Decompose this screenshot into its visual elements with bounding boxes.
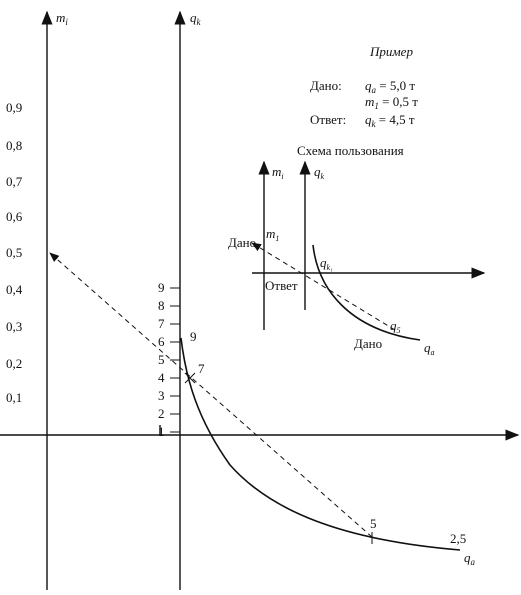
- dashed-line: [49, 252, 373, 538]
- example-title: Пример: [369, 44, 413, 59]
- curve-label: 2,5: [450, 531, 466, 546]
- given-qa: qa = 5,0 т: [365, 78, 415, 95]
- m-tick-label: 0,1: [6, 390, 22, 405]
- m-axis-label: mi: [56, 10, 68, 27]
- qk-ticks: 1 2 3 4 5 6 7 8 9: [158, 280, 180, 439]
- qk-tick-label: 6: [158, 334, 165, 349]
- scheme-q5: q5: [390, 318, 401, 335]
- curve-label: 9: [190, 329, 197, 344]
- scheme-qk1: qk₁: [320, 255, 333, 272]
- m-tick-label: 0,8: [6, 138, 22, 153]
- scheme: [251, 160, 486, 341]
- qk-tick-label: 5: [158, 352, 165, 367]
- qk-tick-label: 7: [158, 316, 165, 331]
- m-tick-label: 0,2: [6, 356, 22, 371]
- qk-tick-label: 3: [158, 388, 165, 403]
- scheme-m1: m1: [266, 226, 279, 243]
- m-tick-label: 0,4: [6, 282, 23, 297]
- curve-label: 7: [198, 361, 205, 376]
- qk-tick-label: 8: [158, 298, 165, 313]
- qk-tick-label: 4: [158, 370, 165, 385]
- cross: [184, 372, 196, 384]
- scheme-title: Схема пользования: [297, 143, 404, 158]
- scheme-m-label: mi: [272, 164, 284, 181]
- scheme-qk-label: qk: [314, 164, 325, 181]
- qk-axis-label: qk: [190, 10, 202, 27]
- qk-tick-label: 1: [158, 424, 165, 439]
- scheme-given: Дано: [354, 336, 382, 351]
- scheme-given: Дано: [228, 235, 256, 250]
- given-m1: m1 = 0,5 т: [365, 94, 418, 111]
- m-tick-label: 0,9: [6, 100, 22, 115]
- curve-label: 5: [370, 516, 377, 531]
- m-tick-label: 0,7: [6, 174, 23, 189]
- scheme-answer: Ответ: [265, 278, 298, 293]
- qa-axis-label: qa: [464, 550, 476, 567]
- qk-tick-label: 2: [158, 406, 165, 421]
- qk-tick-label: 9: [158, 280, 165, 295]
- curve: [180, 337, 461, 551]
- m-tick-label: 0,5: [6, 245, 22, 260]
- m-ticks: 0,1 0,2 0,3 0,4 0,5 0,6 0,7 0,8 0,9: [6, 100, 23, 405]
- given-label: Дано:: [310, 78, 342, 93]
- m-tick-label: 0,3: [6, 319, 22, 334]
- scheme-qa: qa: [424, 340, 435, 357]
- m-tick-label: 0,6: [6, 209, 23, 224]
- answer-label: Ответ:: [310, 112, 346, 127]
- main-axes: [0, 10, 520, 590]
- answer-qk: qk = 4,5 т: [365, 112, 415, 129]
